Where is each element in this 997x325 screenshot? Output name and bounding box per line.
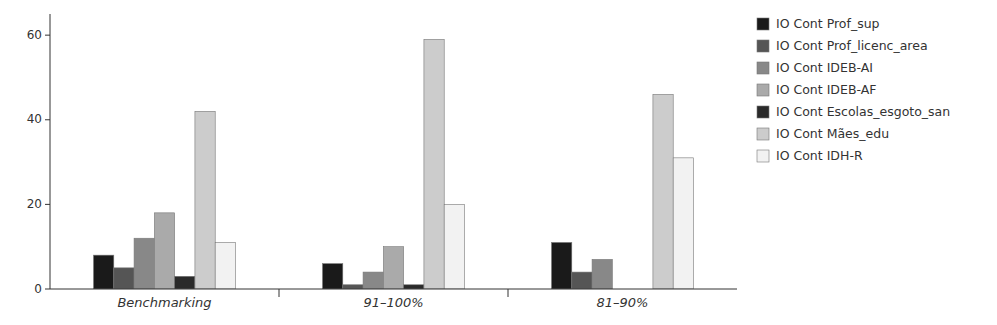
group-separator (279, 289, 280, 297)
chart-container: 0 20 40 60 Benchmarking 91–100% 81–90% IO Cont … (0, 0, 997, 325)
y-axis-line (50, 14, 51, 289)
bar (323, 264, 343, 289)
x-tick-label: Benchmarking (117, 295, 211, 310)
bar (175, 276, 195, 289)
legend-swatch (757, 62, 769, 74)
legend-swatch (757, 40, 769, 52)
y-tick (45, 289, 50, 290)
bar (363, 272, 383, 289)
bar (134, 238, 154, 289)
y-tick (45, 204, 50, 205)
legend-swatch (757, 150, 769, 162)
y-tick (45, 35, 50, 36)
bar (552, 242, 572, 289)
bar (94, 255, 114, 289)
bar (572, 272, 592, 289)
legend-swatch (757, 106, 769, 118)
bar (592, 259, 612, 289)
bar (343, 285, 363, 289)
x-axis-line (50, 289, 737, 290)
legend-swatch (757, 18, 769, 30)
bar (154, 213, 174, 289)
group-separator (508, 289, 509, 297)
x-tick-label: 91–100% (363, 295, 423, 310)
legend-label: IO Cont IDEB-AF (776, 82, 876, 97)
bars (94, 39, 694, 289)
y-tick-label: 20 (27, 197, 42, 211)
y-tick-label: 60 (27, 28, 42, 42)
legend-swatch (757, 84, 769, 96)
legend-label: IO Cont Escolas_esgoto_san (776, 104, 950, 119)
bar (653, 94, 673, 289)
chart: 0 20 40 60 Benchmarking 91–100% 81–90% IO Cont … (0, 0, 997, 325)
y-tick (45, 119, 50, 120)
y-tick-label: 40 (27, 112, 42, 126)
legend-swatch (757, 128, 769, 140)
bar (424, 39, 444, 289)
bar (444, 204, 464, 289)
legend-label: IO Cont Mães_edu (776, 126, 889, 141)
bar (215, 242, 235, 289)
x-tick-label: 81–90% (597, 295, 649, 310)
bar (404, 285, 424, 289)
bar (195, 111, 215, 289)
bar (383, 247, 403, 289)
y-tick-label: 0 (34, 282, 42, 296)
bar (673, 158, 693, 289)
legend: IO Cont Prof_sup IO Cont Prof_licenc_area… (757, 16, 950, 163)
bar (114, 268, 134, 289)
legend-label: IO Cont IDH-R (776, 148, 863, 163)
legend-label: IO Cont IDEB-AI (776, 60, 873, 75)
legend-label: IO Cont Prof_licenc_area (776, 38, 928, 53)
legend-label: IO Cont Prof_sup (776, 16, 880, 31)
